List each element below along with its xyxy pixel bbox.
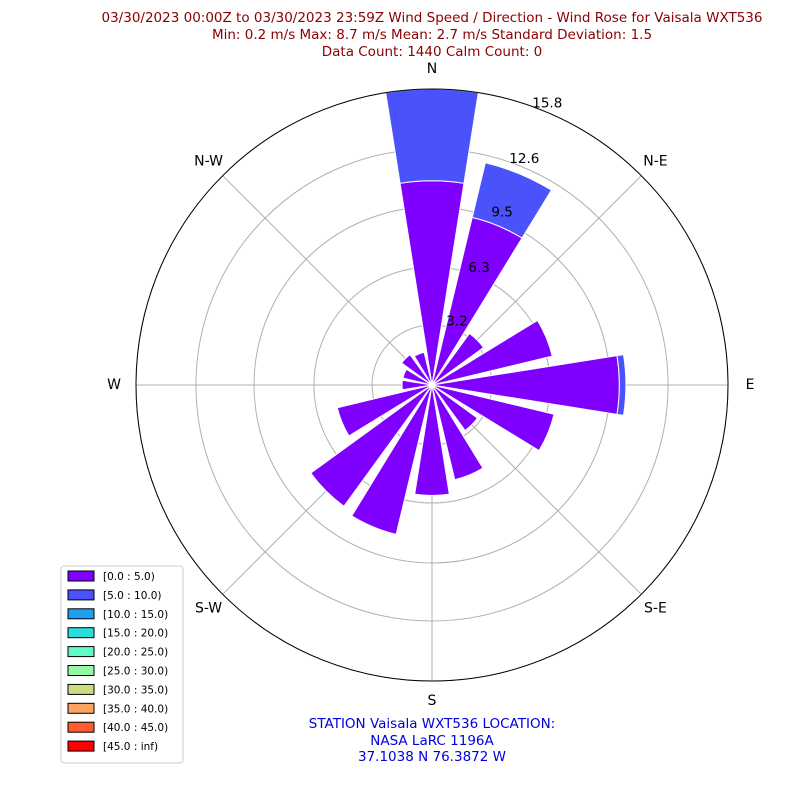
bar-135deg-bin-0 <box>431 384 479 432</box>
bar-247.5deg-bin-0 <box>336 384 433 437</box>
grid-spoke-8 <box>222 175 433 386</box>
legend-label-0: [0.0 : 5.0) <box>103 571 155 583</box>
bar-112.5deg-bin-0 <box>431 384 555 452</box>
legend-swatch-4 <box>67 646 95 658</box>
title-line-3: Data Count: 1440 Calm Count: 0 <box>322 44 543 60</box>
bar-202.5deg-bin-0 <box>351 384 433 535</box>
ring-label-5: 15.8 <box>532 96 562 112</box>
bar-0deg-bin-1 <box>385 88 479 184</box>
bar-292.5deg-bin-0 <box>402 368 433 386</box>
station-line-2: NASA LaRC 1196A <box>370 733 494 749</box>
bar-225deg-bin-0 <box>310 384 433 507</box>
legend-label-2: [10.0 : 15.0) <box>103 609 168 621</box>
direction-label-s: S <box>428 693 437 709</box>
direction-labels: N N-E E S-E S S-W W N-W <box>107 61 754 709</box>
station-info: STATION Vaisala WXT536 LOCATION: NASA La… <box>309 716 555 765</box>
bar-22.5deg-bin-1 <box>471 162 553 239</box>
bar-90deg-bin-1 <box>616 354 627 416</box>
bar-337.5deg-bin-0 <box>413 351 433 386</box>
legend-label-5: [25.0 : 30.0) <box>103 666 168 678</box>
bar-157.5deg-bin-0 <box>431 384 484 481</box>
legend-swatch-9 <box>67 740 95 752</box>
chart-title: 03/30/2023 00:00Z to 03/30/2023 23:59Z W… <box>102 10 763 60</box>
legend-swatch-8 <box>67 721 95 733</box>
legend-label-7: [35.0 : 40.0) <box>103 703 168 715</box>
legend-swatch-5 <box>67 665 95 676</box>
speed-legend: [0.0 : 5.0) [5.0 : 10.0) [10.0 : 15.0) [15.… <box>60 565 184 764</box>
direction-label-n: N <box>427 61 437 77</box>
direction-label-n-w: N-W <box>194 154 223 170</box>
ring-labels: 3.2 6.3 9.5 12.6 15.8 <box>446 96 562 330</box>
direction-label-e: E <box>746 377 755 393</box>
legend-label-8: [40.0 : 45.0) <box>103 722 168 734</box>
title-line-1: 03/30/2023 00:00Z to 03/30/2023 23:59Z W… <box>102 10 763 26</box>
bar-45deg-bin-0 <box>431 332 485 386</box>
station-line-3: 37.1038 N 76.3872 W <box>358 749 506 765</box>
ring-label-2: 6.3 <box>468 260 489 276</box>
bar-67.5deg-bin-0 <box>431 319 553 386</box>
legend-swatch-7 <box>67 702 95 714</box>
legend-label-1: [5.0 : 10.0) <box>103 590 161 602</box>
legend-label-3: [15.0 : 20.0) <box>103 628 168 640</box>
direction-label-w: W <box>107 377 121 393</box>
direction-label-n-e: N-E <box>643 154 667 170</box>
ring-label-3: 9.5 <box>491 205 512 221</box>
ring-label-4: 12.6 <box>509 151 539 167</box>
legend-label-4: [20.0 : 25.0) <box>103 647 168 659</box>
polar-frame <box>135 88 729 682</box>
direction-label-s-e: S-E <box>644 600 667 616</box>
wind-bars <box>310 88 627 535</box>
bar-180deg-bin-0 <box>414 384 450 497</box>
bar-315deg-bin-0 <box>400 353 433 386</box>
legend-label-9: [45.0 : inf) <box>103 741 158 753</box>
legend-swatch-0 <box>67 570 95 582</box>
legend-label-6: [30.0 : 35.0) <box>103 684 168 696</box>
legend-swatch-2 <box>67 608 95 620</box>
legend-swatch-3 <box>67 627 95 639</box>
direction-label-s-w: S-W <box>195 600 222 616</box>
ring-label-1: 3.2 <box>446 314 467 330</box>
legend-swatch-6 <box>67 683 95 695</box>
title-line-2: Min: 0.2 m/s Max: 8.7 m/s Mean: 2.7 m/s … <box>212 27 652 43</box>
legend-swatch-1 <box>67 589 95 601</box>
station-line-1: STATION Vaisala WXT536 LOCATION: <box>309 716 555 732</box>
bar-270deg-bin-0 <box>401 379 433 391</box>
